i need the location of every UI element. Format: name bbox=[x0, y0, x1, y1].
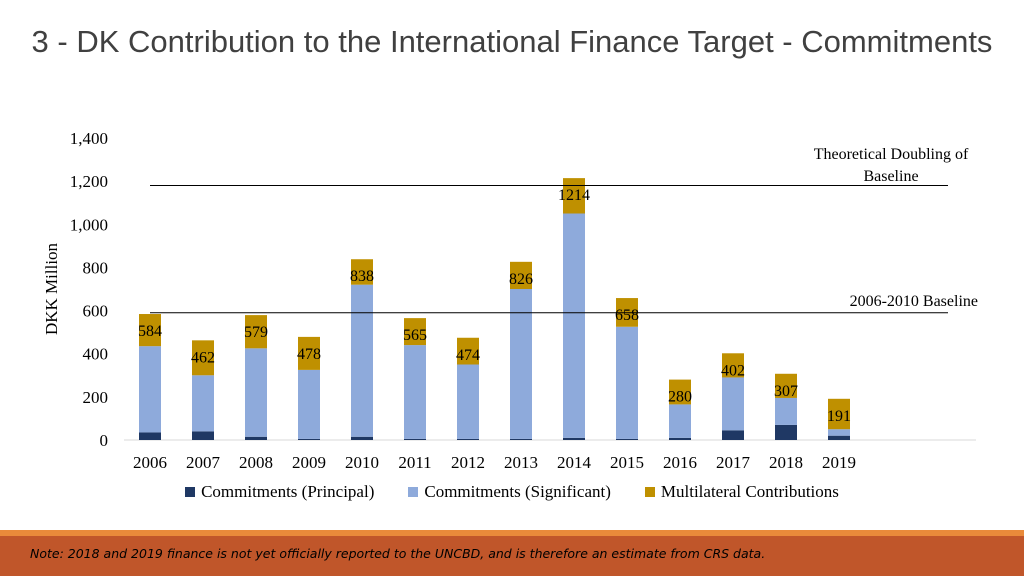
page-title: 3 - DK Contribution to the International… bbox=[31, 24, 993, 59]
bar-segment bbox=[351, 284, 373, 437]
footer-accent-bar bbox=[0, 530, 1024, 536]
bar-segment bbox=[563, 178, 585, 214]
bar-segment bbox=[828, 398, 850, 430]
data-label: 579 bbox=[244, 324, 268, 341]
bar-segment bbox=[298, 369, 320, 439]
x-tick-label: 2017 bbox=[716, 453, 751, 472]
data-label: 280 bbox=[668, 389, 692, 406]
chart-legend: Commitments (Principal) Commitments (Sig… bbox=[0, 482, 1024, 502]
bar-segment bbox=[139, 346, 161, 433]
bar-segment bbox=[192, 340, 214, 376]
bar-segment bbox=[245, 315, 267, 349]
bar-segment bbox=[404, 438, 426, 440]
bar-segment bbox=[510, 261, 532, 289]
legend-swatch-multilateral bbox=[644, 487, 655, 497]
legend-label-multilateral: Multilateral Contributions bbox=[660, 482, 839, 501]
bar-segment bbox=[722, 430, 744, 440]
bar-segment bbox=[404, 318, 426, 346]
reference-label-doubling: Theoretical Doubling of Baseline bbox=[814, 146, 969, 185]
legend-label-significant: Commitments (Significant) bbox=[424, 482, 611, 501]
legend-label-principal: Commitments (Principal) bbox=[201, 482, 375, 501]
x-tick-label: 2006 bbox=[133, 453, 167, 472]
bar-segment bbox=[775, 424, 797, 440]
footer-bar bbox=[0, 536, 1024, 576]
data-label: 462 bbox=[191, 349, 215, 366]
bar-segment bbox=[669, 437, 691, 440]
legend-item-significant: Commitments (Significant) bbox=[408, 482, 611, 502]
y-tick-label: 1,000 bbox=[70, 215, 108, 234]
data-label: 658 bbox=[615, 307, 639, 324]
y-tick-label: 800 bbox=[83, 258, 109, 277]
bar-segment bbox=[457, 438, 479, 440]
reference-label-baseline: 2006-2010 Baseline bbox=[850, 293, 978, 310]
x-tick-label: 2011 bbox=[398, 453, 431, 472]
bar-segment bbox=[298, 438, 320, 440]
bar-segment bbox=[351, 436, 373, 440]
bar-segment bbox=[616, 326, 638, 439]
bar-segment bbox=[669, 379, 691, 405]
y-tick-label: 1,200 bbox=[70, 172, 108, 191]
bar-segment bbox=[192, 431, 214, 440]
data-label: 307 bbox=[774, 383, 798, 400]
bar-segment bbox=[669, 404, 691, 438]
data-label: 584 bbox=[138, 323, 162, 340]
data-label: 838 bbox=[350, 268, 374, 285]
data-label: 826 bbox=[509, 271, 533, 288]
bar-segment bbox=[457, 364, 479, 439]
data-label: 1214 bbox=[558, 187, 590, 204]
x-tick-label: 2012 bbox=[451, 453, 485, 472]
bar-segment bbox=[775, 373, 797, 398]
x-tick-label: 2007 bbox=[186, 453, 221, 472]
bar-segment bbox=[722, 377, 744, 431]
bar-segment bbox=[245, 436, 267, 440]
x-tick-label: 2015 bbox=[610, 453, 644, 472]
bar-segment bbox=[351, 259, 373, 285]
y-tick-label: 600 bbox=[83, 302, 109, 321]
y-tick-label: 400 bbox=[83, 345, 109, 364]
bar-segment bbox=[139, 432, 161, 440]
bar-segment bbox=[298, 336, 320, 370]
legend-item-multilateral: Multilateral Contributions bbox=[644, 482, 839, 502]
bar-segment bbox=[616, 438, 638, 440]
legend-swatch-principal bbox=[185, 487, 196, 497]
bar-segment bbox=[404, 345, 426, 439]
data-label: 191 bbox=[827, 408, 851, 425]
bar-segment bbox=[828, 429, 850, 436]
bar-segment bbox=[139, 314, 161, 347]
x-tick-label: 2016 bbox=[663, 453, 697, 472]
x-tick-label: 2008 bbox=[239, 453, 273, 472]
bar-segment bbox=[192, 375, 214, 432]
bar-segment bbox=[457, 337, 479, 365]
x-tick-label: 2018 bbox=[769, 453, 803, 472]
bar-segment bbox=[722, 353, 744, 378]
bar-segment bbox=[510, 438, 532, 440]
bar-segment bbox=[563, 213, 585, 438]
data-label: 402 bbox=[721, 362, 745, 379]
x-tick-label: 2013 bbox=[504, 453, 538, 472]
y-tick-label: 200 bbox=[83, 388, 109, 407]
x-tick-label: 2014 bbox=[557, 453, 592, 472]
legend-swatch-significant bbox=[408, 487, 419, 497]
bar-segment bbox=[828, 435, 850, 440]
legend-item-principal: Commitments (Principal) bbox=[185, 482, 374, 502]
y-tick-label: 1,400 bbox=[70, 129, 108, 148]
data-label: 474 bbox=[456, 347, 480, 364]
stacked-bar-chart: 0 200 400 600 800 1,000 1,200 1,400 DKK Million 2… bbox=[42, 129, 978, 472]
bar-segment bbox=[510, 289, 532, 439]
bar-segment bbox=[563, 437, 585, 440]
x-tick-label: 2010 bbox=[345, 453, 379, 472]
y-axis-label: DKK Million bbox=[42, 242, 61, 335]
data-label: 478 bbox=[297, 346, 321, 363]
x-tick-label: 2009 bbox=[292, 453, 326, 472]
x-tick-label: 2019 bbox=[822, 453, 856, 472]
y-tick-label: 0 bbox=[100, 431, 109, 450]
bar-segment bbox=[775, 397, 797, 425]
data-label: 565 bbox=[403, 327, 427, 344]
bar-segment bbox=[245, 348, 267, 437]
footnote: Note: 2018 and 2019 finance is not yet o… bbox=[30, 546, 766, 561]
